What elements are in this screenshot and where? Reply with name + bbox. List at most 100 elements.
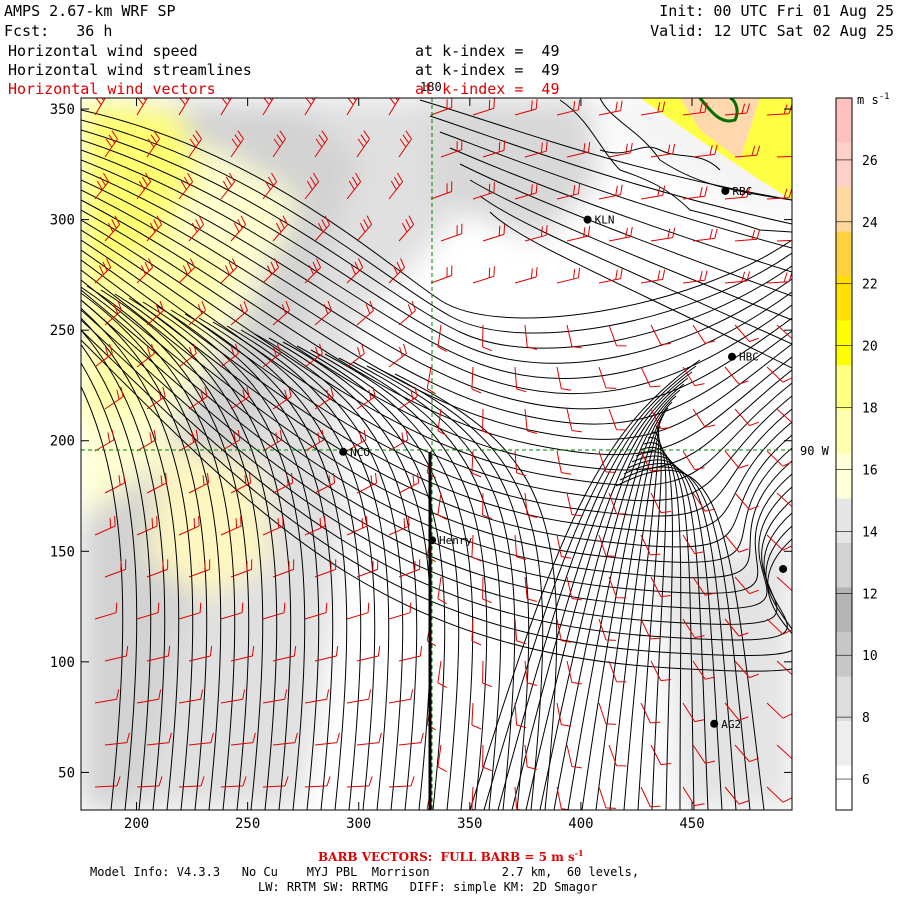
coastlines bbox=[559, 98, 792, 233]
station-label: Henry bbox=[439, 534, 472, 547]
wind-barb bbox=[566, 576, 582, 601]
wind-barb bbox=[640, 269, 666, 284]
wind-barb bbox=[776, 239, 792, 242]
streamline bbox=[114, 293, 278, 810]
colorbar-bin bbox=[836, 142, 852, 187]
wind-barb bbox=[304, 602, 328, 620]
wind-barb bbox=[640, 101, 666, 116]
wind-barb bbox=[136, 689, 162, 704]
wind-barb bbox=[482, 576, 493, 604]
streamline bbox=[429, 115, 792, 225]
wind-barb bbox=[598, 702, 616, 725]
wind-barb bbox=[692, 228, 718, 242]
wind-barb bbox=[472, 266, 495, 284]
wind-barb bbox=[524, 744, 538, 770]
wind-barb bbox=[398, 472, 420, 494]
wind-barb bbox=[146, 732, 172, 746]
wind-barb bbox=[556, 534, 572, 559]
wind-barb bbox=[437, 660, 447, 689]
wind-barb bbox=[346, 429, 367, 452]
streamline bbox=[81, 189, 792, 440]
wind-barb bbox=[724, 534, 749, 553]
streamline bbox=[619, 466, 751, 810]
y-tick-label: 150 bbox=[50, 544, 75, 560]
wind-barb bbox=[682, 786, 705, 807]
wind-barb bbox=[388, 343, 407, 368]
wind-barb bbox=[514, 98, 538, 116]
wind-barb bbox=[104, 732, 130, 746]
wind-barb bbox=[388, 689, 414, 704]
wind-barb bbox=[566, 226, 591, 242]
station-label: NCO bbox=[350, 446, 370, 459]
wind-barb bbox=[188, 646, 213, 662]
wind-barb bbox=[262, 776, 289, 788]
streamline bbox=[81, 219, 792, 486]
wind-barb bbox=[146, 646, 171, 662]
wind-barb bbox=[524, 141, 548, 158]
wind-barb bbox=[608, 660, 627, 683]
wind-barb bbox=[608, 576, 627, 599]
wind-barb bbox=[262, 258, 280, 284]
wind-barb bbox=[556, 786, 572, 810]
wind-vector-barbs bbox=[94, 98, 792, 810]
wind-barb bbox=[272, 472, 294, 494]
wind-barb bbox=[220, 516, 242, 536]
wind-barb bbox=[724, 786, 749, 805]
wind-barb bbox=[482, 408, 493, 436]
wind-barb bbox=[640, 450, 661, 472]
wind-barb bbox=[724, 187, 751, 200]
streamline bbox=[479, 195, 792, 345]
wind-barb bbox=[514, 702, 527, 729]
wind-barb bbox=[178, 429, 199, 452]
colorbar-bin bbox=[836, 721, 852, 766]
colorbar-label: 6 bbox=[862, 773, 870, 788]
wind-barb bbox=[682, 618, 705, 639]
streamline bbox=[81, 109, 792, 319]
wind-barb bbox=[692, 324, 716, 344]
wind-barb bbox=[471, 702, 482, 730]
wind-barb bbox=[94, 689, 120, 704]
y-tick-label: 300 bbox=[50, 213, 75, 229]
wind-speed-colorbar: 26 24 22 20 18 16 14 12 10 8 6 bbox=[835, 97, 878, 811]
streamline bbox=[483, 365, 697, 810]
wind-barb bbox=[356, 472, 378, 494]
wind-barb bbox=[94, 429, 115, 452]
wind-barb bbox=[650, 660, 671, 682]
wind-barb bbox=[94, 776, 121, 788]
streamline bbox=[449, 147, 792, 273]
wind-barb bbox=[682, 270, 708, 284]
wind-barb bbox=[262, 602, 286, 620]
wind-barb bbox=[734, 408, 759, 427]
wind-barb bbox=[734, 145, 761, 158]
streamline bbox=[553, 395, 677, 810]
wind-barb bbox=[272, 300, 290, 326]
station-dot bbox=[583, 215, 592, 224]
wind-barb bbox=[524, 660, 538, 686]
streamline bbox=[86, 285, 250, 810]
wind-barb bbox=[178, 602, 202, 620]
wind-barb bbox=[556, 450, 572, 475]
wind-barb bbox=[766, 618, 792, 635]
wind-barb bbox=[304, 776, 331, 788]
station-label: HBC bbox=[739, 351, 759, 364]
wind-barb bbox=[682, 102, 708, 116]
wind-barb bbox=[388, 98, 400, 116]
streamline bbox=[81, 299, 208, 810]
wind-barb bbox=[230, 732, 256, 746]
wind-barb bbox=[608, 408, 627, 431]
wind-barb bbox=[682, 366, 705, 387]
wind-barb bbox=[556, 702, 572, 727]
streamline bbox=[489, 211, 792, 369]
wind-barb bbox=[556, 618, 572, 643]
streamline bbox=[81, 292, 222, 810]
streamline bbox=[240, 329, 404, 810]
wind-barb bbox=[388, 516, 410, 536]
wind-barb bbox=[524, 576, 538, 602]
station-dot bbox=[428, 536, 437, 545]
wind-barb bbox=[230, 215, 247, 242]
wind-barb bbox=[556, 267, 581, 284]
streamline bbox=[156, 305, 320, 810]
wind-barb bbox=[262, 172, 278, 200]
wind-barb bbox=[398, 646, 423, 662]
streamline bbox=[81, 209, 792, 471]
